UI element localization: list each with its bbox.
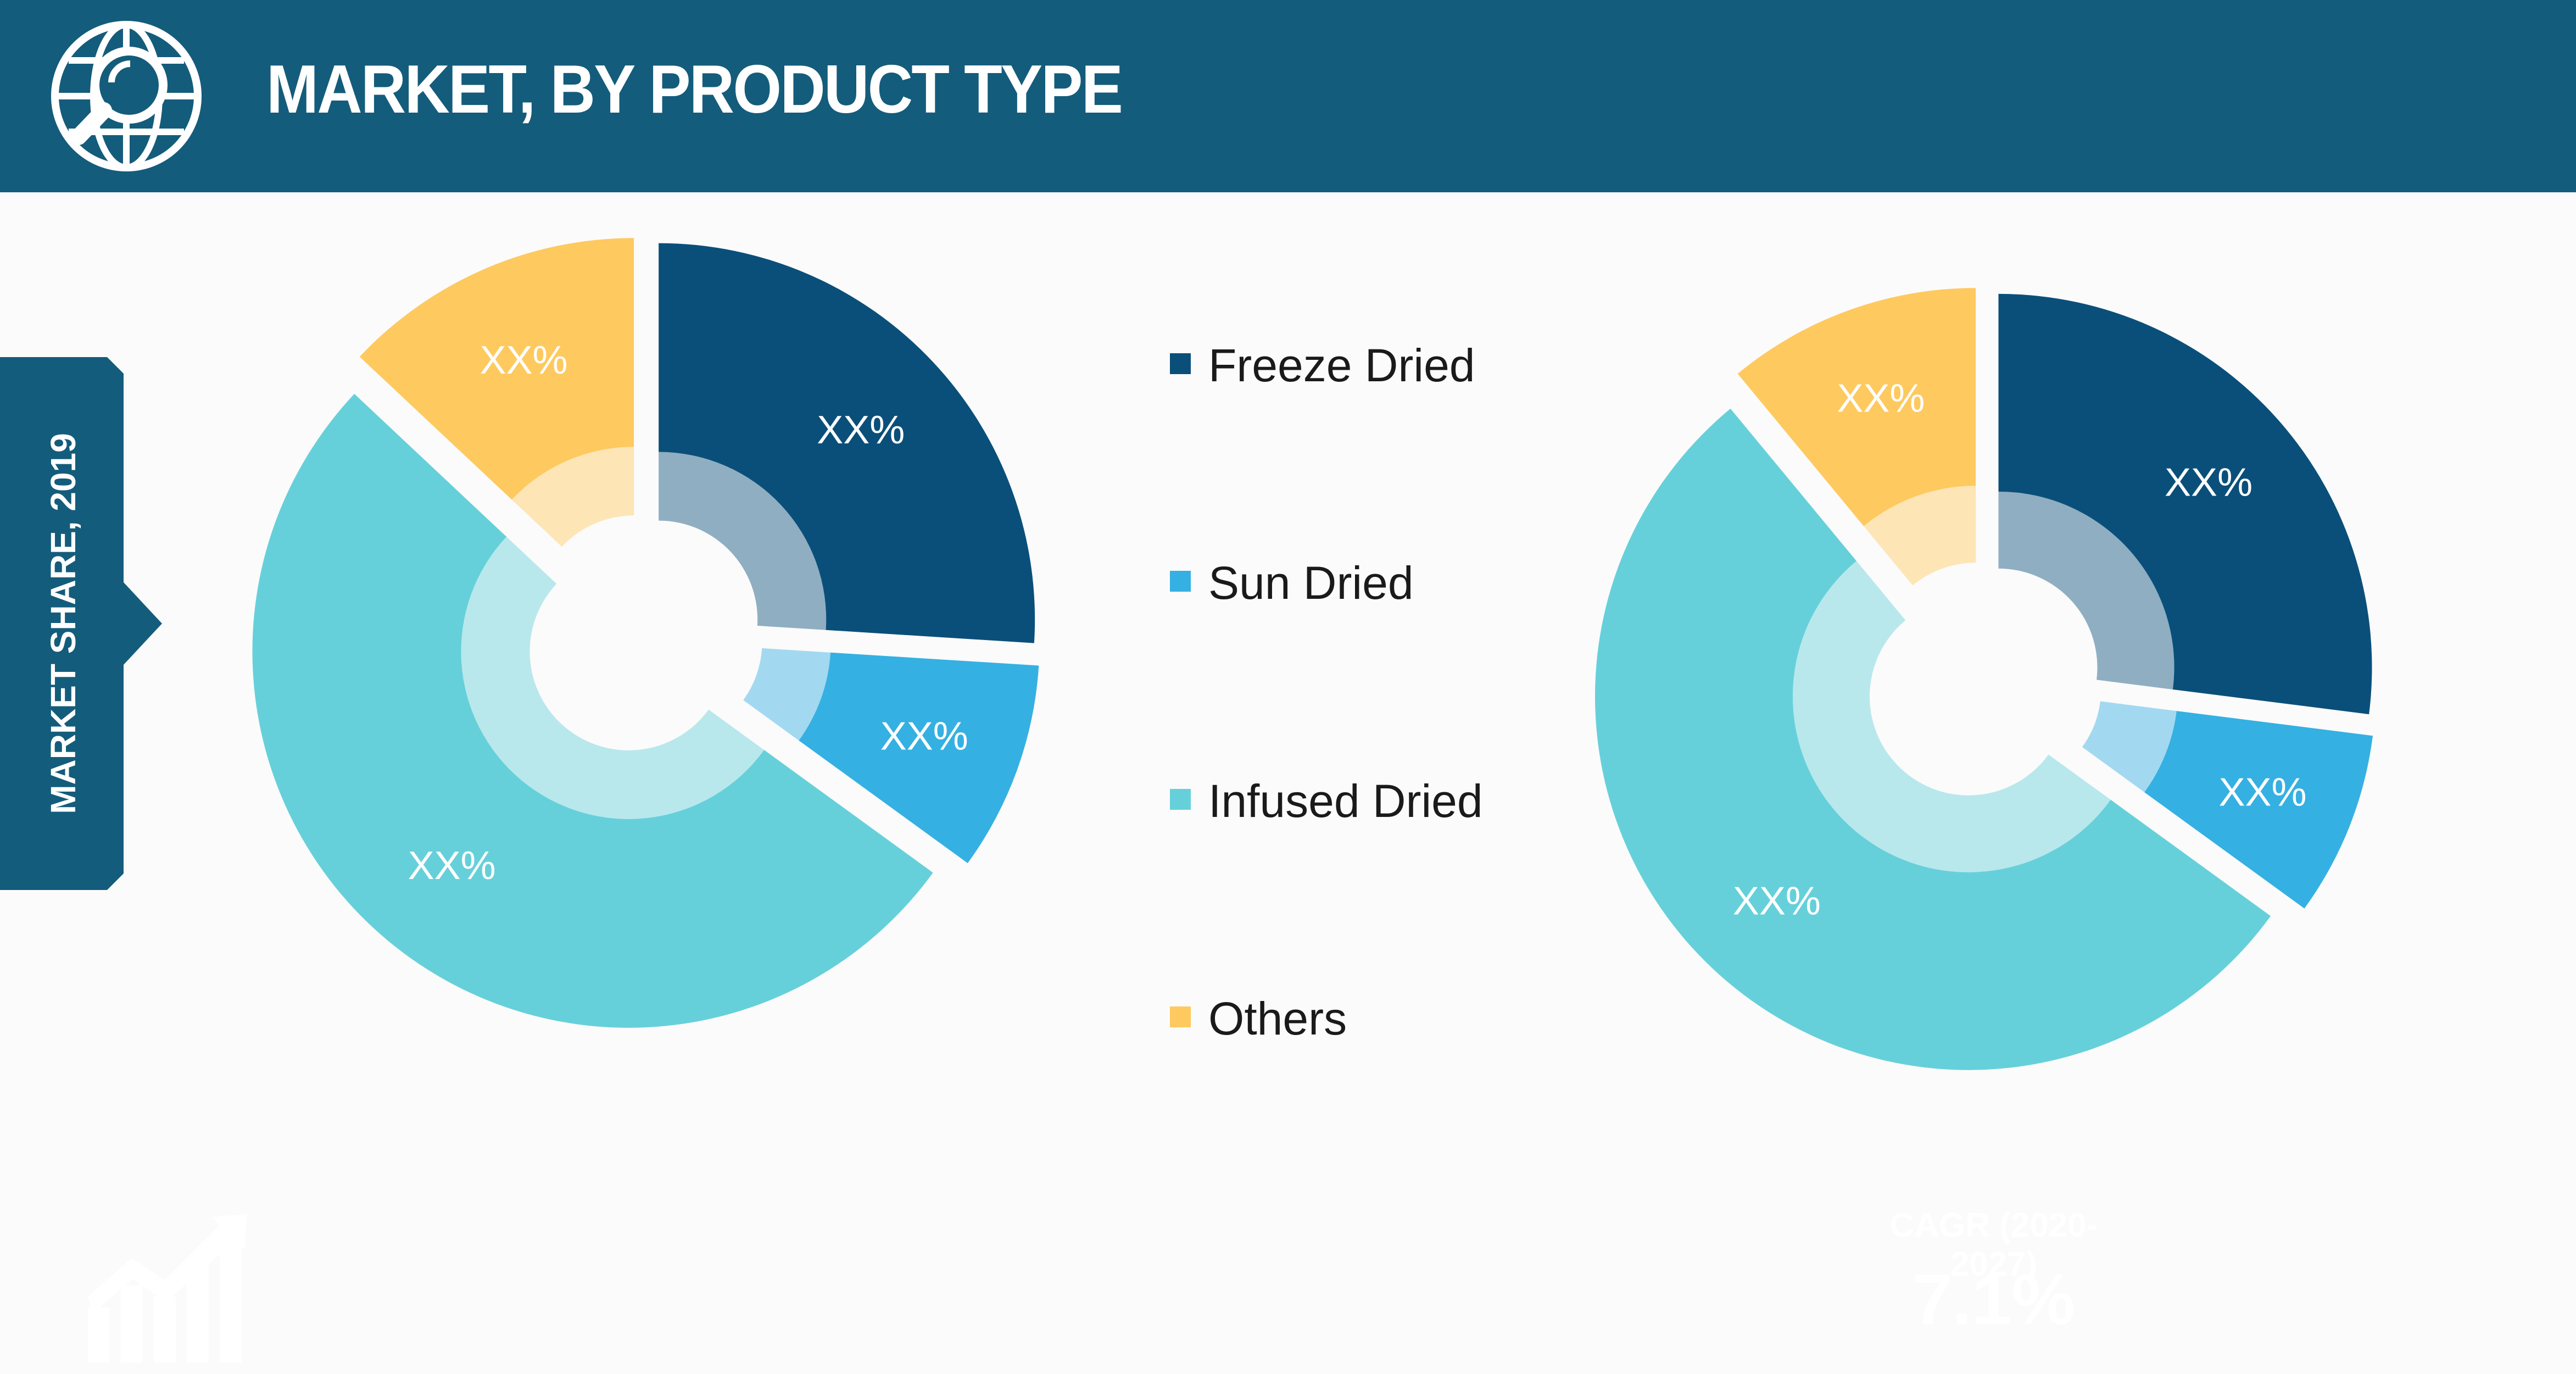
slice-inner [1998, 491, 2174, 689]
slice-inner [2082, 701, 2177, 793]
slice-outer [1998, 293, 2372, 715]
slice-inner [461, 537, 765, 819]
donut-slice-freeze-dried [1998, 293, 2372, 715]
slice-outer [1594, 408, 2271, 1070]
data-label-freeze-dried: XX% [2165, 461, 2252, 505]
slice-outer [1737, 288, 1976, 526]
slice-inner [511, 447, 634, 547]
header-bar: MARKET, BY PRODUCT TYPE [0, 0, 2576, 192]
donut-slice-others [359, 238, 634, 547]
data-label-others: XX% [480, 338, 568, 382]
legend-swatch [1170, 353, 1191, 374]
slice-outer [2144, 711, 2373, 909]
legend-label: Sun Dried [1208, 557, 1414, 609]
data-label-freeze-dried: XX% [817, 408, 905, 452]
legend-swatch [1170, 571, 1191, 592]
market-share-tab [0, 357, 162, 890]
donut-slice-others [1737, 288, 1976, 586]
legend-label: Infused Dried [1208, 775, 1483, 827]
cagr-label: CAGR (2020-2027) [1889, 1206, 2098, 1283]
data-label-sun-dried: XX% [880, 715, 968, 759]
donut-slice-sun-dried [2082, 701, 2373, 909]
cagr-value: 7.1% [1912, 1259, 2076, 1339]
slice-outer [659, 243, 1035, 643]
donut-slice-infused-dried [1594, 408, 2271, 1070]
slice-outer [252, 393, 933, 1028]
data-label-sun-dried: XX% [2218, 771, 2306, 815]
slice-outer [359, 238, 634, 500]
slice-outer [799, 652, 1039, 864]
legend-label: Others [1208, 993, 1347, 1044]
data-label-infused-dried: XX% [1733, 879, 1821, 923]
legend-swatch [1170, 1006, 1191, 1027]
slice-inner [659, 452, 827, 630]
globe-search-icon [51, 21, 202, 171]
slice-inner [1864, 486, 1976, 586]
donut-slice-sun-dried [743, 648, 1039, 864]
donut-slice-infused-dried [252, 393, 933, 1028]
legend-swatch [1170, 789, 1191, 810]
page-title: MARKET, BY PRODUCT TYPE [266, 52, 1123, 127]
slice-inner [1792, 561, 2111, 872]
data-label-infused-dried: XX% [408, 844, 496, 888]
data-label-others: XX% [1837, 376, 1925, 420]
growth-chart-icon [88, 1214, 247, 1362]
legend-label: Freeze Dried [1208, 340, 1475, 391]
slice-inner [743, 648, 831, 741]
donut-slice-freeze-dried [659, 243, 1035, 643]
